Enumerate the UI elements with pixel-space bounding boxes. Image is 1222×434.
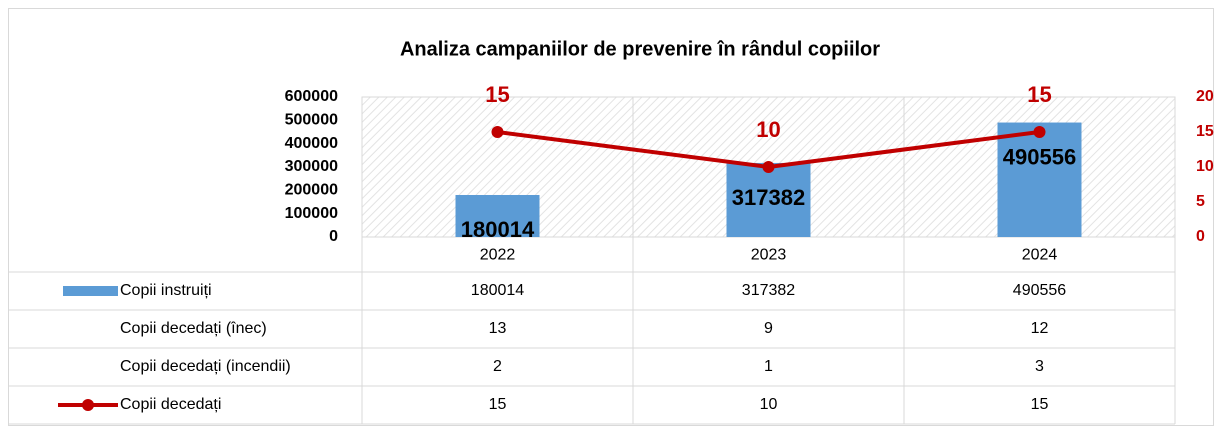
table-cell: 317382	[742, 282, 795, 299]
chart-title: Analiza campaniilor de prevenire în rând…	[400, 38, 880, 60]
table-cell: 9	[764, 320, 773, 337]
table-cell: 13	[489, 320, 507, 337]
table-cell: 10	[760, 396, 778, 413]
y-tick-label: 0	[329, 228, 338, 245]
table-cell: 12	[1031, 320, 1049, 337]
line-value-label: 15	[485, 82, 509, 107]
legend-key	[63, 286, 118, 296]
y-tick-label: 600000	[285, 88, 338, 105]
legend-label: Copii decedați (incendii)	[120, 358, 291, 375]
y-tick-label: 400000	[285, 135, 338, 152]
table-cell: 180014	[471, 282, 524, 299]
y-tick-label: 200000	[285, 182, 338, 199]
bar-value-label: 180014	[461, 217, 535, 242]
y2-tick-label: 20	[1196, 88, 1214, 105]
legend-label: Copii decedați (înec)	[120, 320, 267, 337]
y-tick-label: 100000	[285, 205, 338, 222]
table-cell: 3	[1035, 358, 1044, 375]
bar	[726, 162, 811, 237]
y2-tick-label: 15	[1196, 123, 1214, 140]
y-tick-label: 500000	[285, 112, 338, 129]
bar-value-label: 317382	[732, 185, 805, 210]
x-tick-label: 2022	[480, 247, 516, 264]
line-marker	[762, 161, 775, 173]
bar	[997, 122, 1082, 237]
y2-tick-label: 10	[1196, 158, 1214, 175]
table-cell: 1	[764, 358, 773, 375]
table-cell: 2	[493, 358, 502, 375]
bar	[455, 194, 540, 237]
y2-tick-label: 5	[1196, 193, 1205, 210]
table-cell: 15	[1031, 396, 1049, 413]
legend-label: Copii decedați	[120, 396, 221, 413]
legend-label: Copii instruiți	[120, 282, 212, 299]
bar-value-label: 490556	[1003, 144, 1076, 169]
x-tick-label: 2023	[751, 247, 787, 264]
y2-tick-label: 0	[1196, 228, 1205, 245]
line-marker	[1033, 126, 1046, 138]
line-marker	[491, 126, 504, 138]
table-cell: 490556	[1013, 282, 1066, 299]
line-value-label: 10	[756, 117, 780, 142]
line-value-label: 15	[1027, 82, 1051, 107]
y-tick-label: 300000	[285, 158, 338, 175]
table-cell: 15	[489, 396, 507, 413]
legend-key-marker	[82, 399, 94, 411]
x-tick-label: 2024	[1022, 247, 1058, 264]
